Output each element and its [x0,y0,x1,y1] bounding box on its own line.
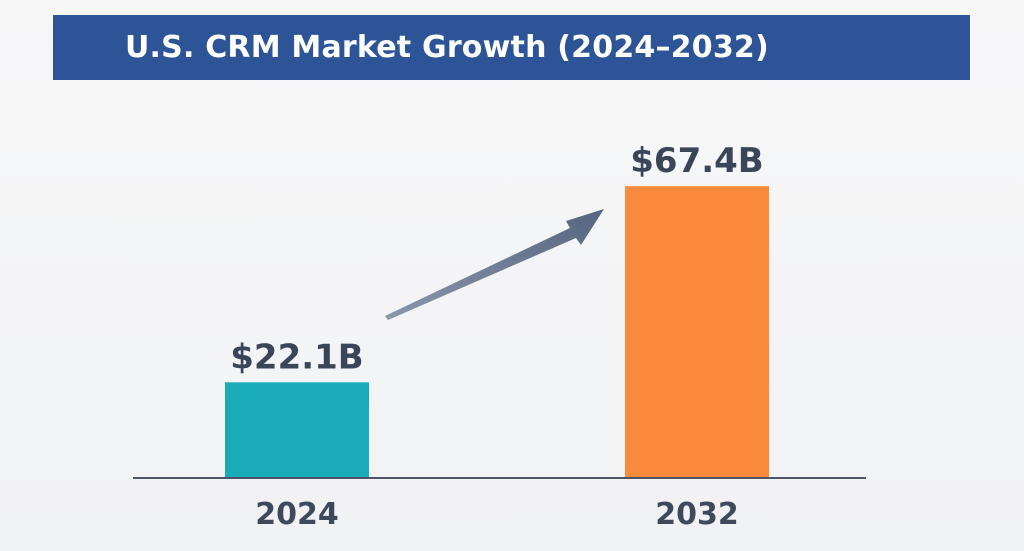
bar-2024 [225,382,369,478]
chart-title: U.S. CRM Market Growth (2024–2032) [125,30,769,65]
title-banner: U.S. CRM Market Growth (2024–2032) [53,15,970,80]
x-tick-label-2032: 2032 [655,497,739,532]
growth-arrow [385,209,604,320]
arrow-up-right-icon [385,209,604,320]
bar-2032 [625,186,769,478]
data-label-2032: $67.4B [630,141,763,181]
data-label-2024: $22.1B [230,337,363,377]
x-tick-label-2024: 2024 [255,497,339,532]
